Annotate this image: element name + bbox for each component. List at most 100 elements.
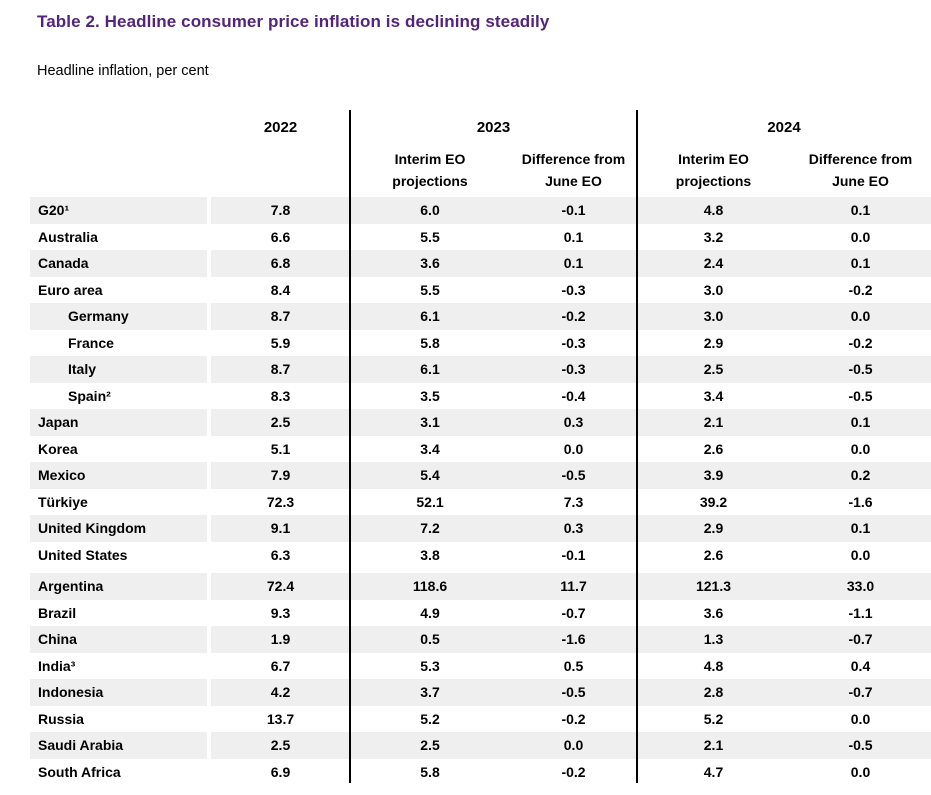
- table-row: Germany 8.7 6.1 -0.2 3.0 0.0: [30, 303, 931, 330]
- value-2023-interim: 5.8: [420, 334, 440, 351]
- value-2023-diff: -0.1: [561, 202, 586, 219]
- table-row: G20¹ 7.8 6.0 -0.1 4.8 0.1: [30, 197, 931, 224]
- row-label: Russia: [38, 710, 84, 727]
- value-2024-diff: -0.2: [848, 281, 873, 298]
- value-2024-interim: 2.6: [703, 546, 724, 563]
- value-2024-interim: 2.9: [703, 334, 724, 351]
- row-values: 8.7 6.1 -0.3 2.5 -0.5: [211, 356, 931, 383]
- value-2024-diff: 0.2: [850, 467, 871, 484]
- value-2022: 7.8: [270, 202, 291, 219]
- value-2022: 5.9: [270, 334, 291, 351]
- row-label: United States: [38, 546, 128, 563]
- table-row: Russia 13.7 5.2 -0.2 5.2 0.0: [30, 706, 931, 733]
- value-2023-interim: 118.6: [412, 578, 448, 595]
- table-row: Indonesia 4.2 3.7 -0.5 2.8 -0.7: [30, 679, 931, 706]
- row-values: 2.5 2.5 0.0 2.1 -0.5: [211, 732, 931, 759]
- value-2024-interim: 2.9: [703, 520, 724, 537]
- col-header-interim-2023: Interim EO projections: [350, 144, 510, 197]
- value-2024-interim: 4.7: [703, 763, 724, 780]
- row-values: 7.9 5.4 -0.5 3.9 0.2: [211, 462, 931, 489]
- table-row: Türkiye 72.3 52.1 7.3 39.2 -1.6: [30, 489, 931, 516]
- row-values: 72.3 52.1 7.3 39.2 -1.6: [211, 489, 931, 516]
- value-2024-interim: 4.8: [703, 202, 724, 219]
- value-2024-diff: 0.0: [850, 228, 871, 245]
- table-row: Saudi Arabia 2.5 2.5 0.0 2.1 -0.5: [30, 732, 931, 759]
- value-2024-diff: 0.1: [850, 520, 871, 537]
- value-2023-interim: 5.8: [420, 763, 440, 780]
- row-label: China: [30, 626, 207, 653]
- value-2024-interim: 2.5: [703, 361, 724, 378]
- row-label: France: [68, 334, 114, 351]
- row-values: 6.7 5.3 0.5 4.8 0.4: [211, 653, 931, 680]
- col-header-line: Difference from: [808, 151, 913, 167]
- value-2023-interim: 5.5: [420, 281, 440, 298]
- value-2024-diff: 0.0: [850, 763, 871, 780]
- value-2024-diff: -0.5: [848, 387, 873, 404]
- table-row: United States 6.3 3.8 -0.1 2.6 0.0: [30, 542, 931, 569]
- value-2022: 9.3: [270, 604, 291, 621]
- table-row: Japan 2.5 3.1 0.3 2.1 0.1: [30, 409, 931, 436]
- row-label: Mexico: [30, 462, 207, 489]
- col-header-line: Interim EO: [678, 151, 749, 167]
- value-2024-interim: 3.0: [703, 308, 724, 325]
- value-2024-diff: 0.1: [850, 202, 871, 219]
- sub-header-row: Interim EO projections Difference from J…: [30, 144, 931, 197]
- col-header-diff-2023: Difference from June EO: [510, 144, 637, 197]
- row-label: Türkiye: [38, 493, 88, 510]
- table-row: South Africa 6.9 5.8 -0.2 4.7 0.0: [30, 759, 931, 786]
- table-row: Brazil 9.3 4.9 -0.7 3.6 -1.1: [30, 600, 931, 627]
- value-2022: 1.9: [270, 631, 291, 648]
- value-2023-diff: -1.6: [561, 631, 586, 648]
- value-2023-diff: 0.1: [563, 228, 584, 245]
- row-values: 7.8 6.0 -0.1 4.8 0.1: [211, 197, 931, 224]
- table-row: Spain² 8.3 3.5 -0.4 3.4 -0.5: [30, 383, 931, 410]
- value-2023-diff: -0.2: [561, 763, 586, 780]
- table-row: United Kingdom 9.1 7.2 0.3 2.9 0.1: [30, 515, 931, 542]
- row-label: Euro area: [38, 281, 103, 298]
- value-2023-interim: 6.1: [420, 361, 440, 378]
- value-2022: 6.8: [270, 255, 291, 272]
- row-label: G20¹: [30, 197, 207, 224]
- year-header-2022: 2022: [263, 118, 298, 136]
- value-2024-interim: 39.2: [699, 493, 728, 510]
- value-2023-diff: 7.3: [563, 493, 584, 510]
- value-2022: 2.5: [270, 737, 291, 754]
- value-2023-diff: -0.5: [561, 684, 586, 701]
- value-2024-diff: -0.5: [848, 737, 873, 754]
- value-2024-diff: 33.0: [846, 578, 875, 595]
- row-label: Japan: [30, 409, 207, 436]
- table-row: Euro area 8.4 5.5 -0.3 3.0 -0.2: [30, 277, 931, 304]
- table-row: China 1.9 0.5 -1.6 1.3 -0.7: [30, 626, 931, 653]
- value-2023-interim: 3.6: [420, 255, 440, 272]
- value-2022: 7.9: [270, 467, 291, 484]
- row-values: 8.7 6.1 -0.2 3.0 0.0: [211, 303, 931, 330]
- row-values: 5.1 3.4 0.0 2.6 0.0: [211, 436, 931, 463]
- col-header-interim-2024: Interim EO projections: [637, 144, 790, 197]
- value-2023-diff: -0.7: [561, 604, 586, 621]
- value-2023-diff: -0.5: [561, 467, 586, 484]
- value-2024-diff: -0.7: [848, 684, 873, 701]
- row-label: Australia: [38, 228, 98, 245]
- row-values: 2.5 3.1 0.3 2.1 0.1: [211, 409, 931, 436]
- row-values: 8.4 5.5 -0.3 3.0 -0.2: [211, 277, 931, 304]
- value-2023-diff: -0.3: [561, 334, 586, 351]
- value-2024-diff: 0.1: [850, 414, 871, 431]
- value-2023-interim: 7.2: [420, 520, 440, 537]
- value-2024-diff: 0.0: [850, 546, 871, 563]
- value-2023-interim: 2.5: [420, 737, 440, 754]
- row-label: Brazil: [38, 604, 77, 621]
- value-2023-diff: -0.3: [561, 281, 586, 298]
- value-2024-interim: 3.6: [703, 604, 724, 621]
- value-2022: 4.2: [270, 684, 291, 701]
- value-2022: 72.3: [266, 493, 295, 510]
- col-header-line: projections: [675, 173, 752, 189]
- value-2024-interim: 2.8: [703, 684, 724, 701]
- value-2024-diff: 0.0: [850, 308, 871, 325]
- row-values: 8.3 3.5 -0.4 3.4 -0.5: [211, 383, 931, 410]
- row-values: 9.3 4.9 -0.7 3.6 -1.1: [211, 600, 931, 627]
- value-2023-diff: 0.5: [563, 657, 584, 674]
- value-2022: 6.9: [270, 763, 291, 780]
- row-label: Korea: [38, 440, 78, 457]
- col-header-diff-2024: Difference from June EO: [790, 144, 931, 197]
- row-label: Italy: [30, 356, 207, 383]
